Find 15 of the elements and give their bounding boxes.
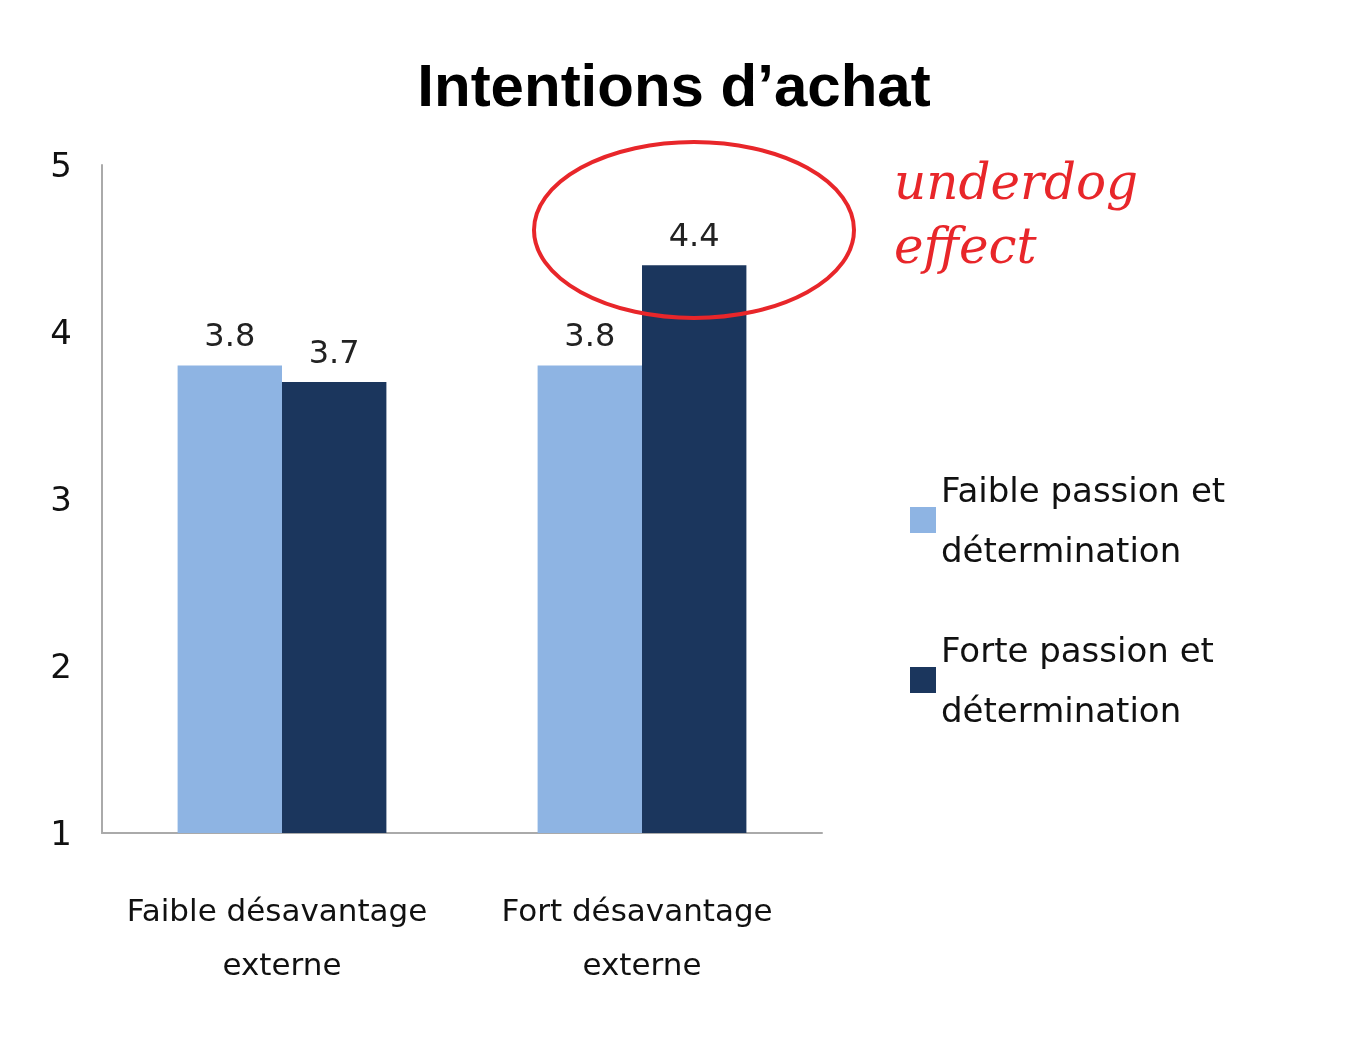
x-tick-label: Fort désavantage externe — [501, 892, 783, 982]
data-label: 4.4 — [668, 216, 720, 255]
data-label: 3.8 — [204, 316, 256, 355]
y-tick-label: 4 — [50, 312, 72, 352]
data-label: 3.8 — [564, 316, 616, 355]
text: underdog effect — [894, 152, 1140, 278]
y-tick-label: 3 — [50, 479, 72, 519]
x-tick-label: Faible désavantage externe — [126, 892, 438, 982]
y-tick-label: 2 — [50, 646, 72, 686]
y-tick-label: 5 — [50, 145, 72, 185]
chart-title: Intentions d’achat — [417, 51, 931, 119]
y-tick-label: 1 — [50, 813, 72, 853]
legend-label: Faible passion et détermination — [941, 470, 1236, 570]
legend-label: Forte passion et détermination — [941, 630, 1225, 730]
data-label: 3.7 — [308, 333, 360, 372]
